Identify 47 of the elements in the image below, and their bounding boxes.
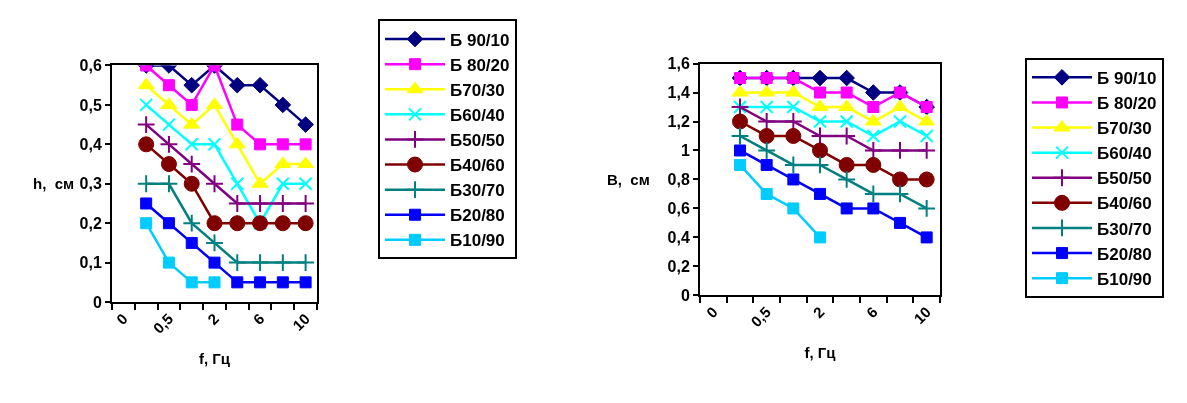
y-tick-label: 1,6	[667, 55, 690, 73]
x-tick-label: 10	[910, 303, 935, 328]
y-axis-title: В, см	[607, 171, 650, 188]
legend-label: Б70/30	[450, 80, 505, 100]
y-tick-label: 0,8	[667, 171, 690, 189]
legend-label: Б 90/10	[450, 30, 510, 50]
x-tick-label: 0	[702, 303, 721, 322]
x-tick-label: 2	[809, 303, 828, 322]
x-tick-label: 10	[289, 309, 314, 334]
y-tick-label: 0,2	[79, 214, 102, 232]
y-tick-label: 0	[680, 286, 690, 304]
y-tick-label: 0,4	[667, 228, 690, 246]
y-tick-label: 0,5	[79, 96, 102, 114]
legend-label: Б 90/10	[1097, 68, 1157, 88]
y-axis-title: h, см	[33, 175, 75, 192]
legend-label: Б50/50	[1097, 169, 1152, 189]
y-tick-label: 0,6	[667, 200, 690, 218]
y-tick-label: 0,2	[667, 257, 690, 275]
x-tick-label: 6	[249, 309, 268, 328]
x-tick-label: 2	[204, 309, 222, 328]
legend-label: Б 80/20	[450, 55, 510, 75]
y-tick-label: 1,4	[667, 84, 690, 102]
x-axis-title: f, Гц	[804, 343, 837, 361]
x-tick-label: 0,5	[149, 309, 177, 337]
legend-label: Б30/70	[450, 181, 505, 201]
legend-label: Б10/90	[1097, 269, 1152, 289]
legend-label: Б60/40	[450, 105, 505, 125]
y-tick-label: 0,6	[79, 57, 102, 75]
legend-label: Б30/70	[1097, 219, 1152, 239]
legend-label: Б20/80	[1097, 244, 1152, 264]
legend-label: Б40/60	[450, 156, 505, 176]
legend-label: Б60/40	[1097, 144, 1152, 164]
x-tick-label: 0,5	[747, 303, 775, 331]
x-tick-label: 6	[862, 303, 881, 322]
legend-label: Б 80/20	[1097, 94, 1157, 114]
legend-label: Б10/90	[450, 231, 505, 251]
x-tick-label: 0	[112, 309, 131, 328]
legend-label: Б70/30	[1097, 119, 1152, 139]
legend-label: Б40/60	[1097, 194, 1152, 214]
y-tick-label: 1	[680, 142, 690, 160]
y-tick-label: 0,4	[79, 135, 102, 153]
legend-label: Б20/80	[450, 206, 505, 226]
y-tick-label: 0,3	[79, 175, 102, 193]
y-tick-label: 0,1	[79, 254, 102, 272]
legend-label: Б50/50	[450, 131, 505, 151]
x-axis-title: f, Гц	[198, 350, 231, 368]
y-tick-label: 1,2	[667, 113, 690, 131]
